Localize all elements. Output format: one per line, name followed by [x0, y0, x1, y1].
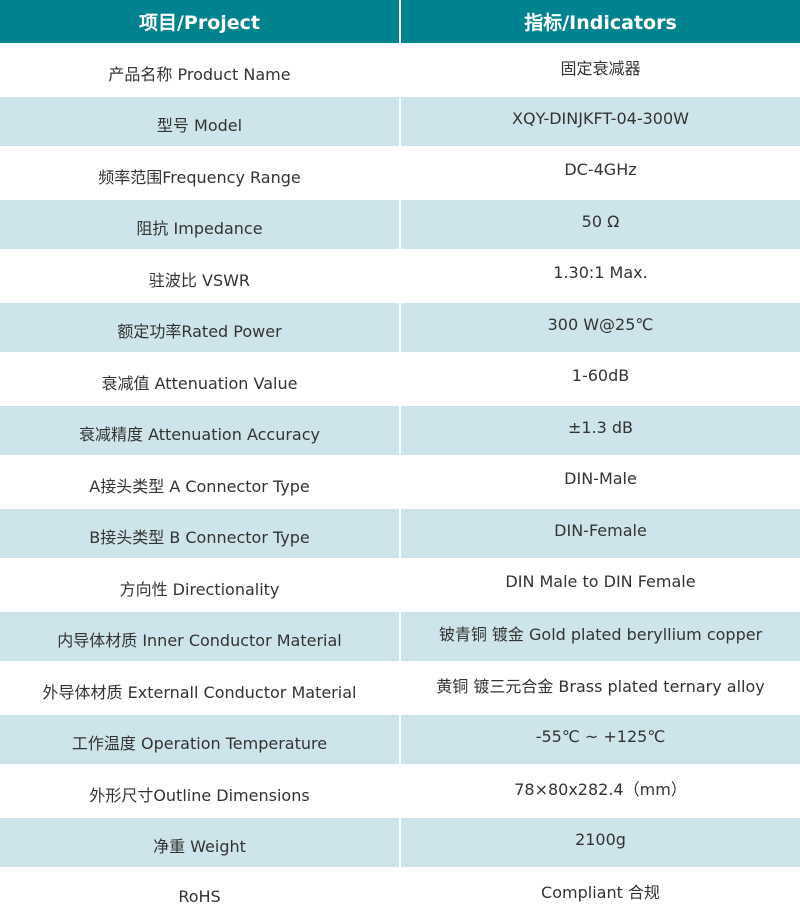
table-row: 工作温度 Operation Temperature -55℃ ~ +125℃: [0, 713, 800, 766]
header-project: 项目/Project: [0, 0, 401, 45]
row-value: 1-60dB: [400, 353, 800, 406]
row-item: A接头类型 A Connector Type: [0, 456, 401, 509]
row-item: 净重 Weight: [0, 816, 401, 869]
row-item: 额定功率Rated Power: [0, 301, 401, 354]
row-item: 驻波比 VSWR: [0, 250, 401, 303]
row-value: DIN-Male: [400, 456, 800, 509]
table-row: 衰减精度 Attenuation Accuracy ±1.3 dB: [0, 404, 800, 457]
row-value: 铍青铜 镀金 Gold plated beryllium copper: [400, 610, 800, 663]
row-value: 78×80x282.4（mm）: [400, 765, 800, 818]
row-value: 固定衰减器: [400, 44, 800, 97]
row-value: 300 W@25℃: [400, 301, 800, 354]
table-header: 项目/Project 指标/Indicators: [0, 0, 800, 45]
table-row: 产品名称 Product Name 固定衰减器: [0, 44, 800, 97]
table-row: RoHS Compliant 合规: [0, 868, 800, 921]
row-item: 外形尺寸Outline Dimensions: [0, 765, 401, 818]
row-item: 外导体材质 Externall Conductor Material: [0, 662, 401, 715]
row-value: 1.30:1 Max.: [400, 250, 800, 303]
table-row: 外导体材质 Externall Conductor Material 黄铜 镀三元…: [0, 662, 800, 715]
row-item: 频率范围Frequency Range: [0, 147, 401, 200]
table-row: 额定功率Rated Power 300 W@25℃: [0, 301, 800, 354]
row-item: 方向性 Directionality: [0, 559, 401, 612]
row-value: DIN Male to DIN Female: [400, 559, 800, 612]
row-value: 2100g: [400, 816, 800, 869]
row-item: 内导体材质 Inner Conductor Material: [0, 610, 401, 663]
table-row: 频率范围Frequency Range DC-4GHz: [0, 147, 800, 200]
row-item: B接头类型 B Connector Type: [0, 507, 401, 560]
row-item: RoHS: [0, 868, 401, 921]
row-value: 50 Ω: [400, 198, 800, 251]
row-item: 工作温度 Operation Temperature: [0, 713, 401, 766]
row-item: 衰减值 Attenuation Value: [0, 353, 401, 406]
table-row: 阻抗 Impedance 50 Ω: [0, 198, 800, 251]
row-value: XQY-DINJKFT-04-300W: [400, 95, 800, 148]
table-row: 衰减值 Attenuation Value 1-60dB: [0, 353, 800, 406]
row-item: 产品名称 Product Name: [0, 44, 401, 97]
table-row: 方向性 Directionality DIN Male to DIN Female: [0, 559, 800, 612]
row-item: 阻抗 Impedance: [0, 198, 401, 251]
table-row: 内导体材质 Inner Conductor Material 铍青铜 镀金 Gol…: [0, 610, 800, 663]
row-value: ±1.3 dB: [400, 404, 800, 457]
table-row: A接头类型 A Connector Type DIN-Male: [0, 456, 800, 509]
table-row: 型号 Model XQY-DINJKFT-04-300W: [0, 95, 800, 148]
row-value: DC-4GHz: [400, 147, 800, 200]
table-row: 驻波比 VSWR 1.30:1 Max.: [0, 250, 800, 303]
table-row: 净重 Weight 2100g: [0, 816, 800, 869]
row-value: 黄铜 镀三元合金 Brass plated ternary alloy: [400, 662, 800, 715]
table-row: 外形尺寸Outline Dimensions 78×80x282.4（mm）: [0, 765, 800, 818]
row-value: Compliant 合规: [400, 868, 800, 921]
row-item: 衰减精度 Attenuation Accuracy: [0, 404, 401, 457]
row-value: DIN-Female: [400, 507, 800, 560]
row-value: -55℃ ~ +125℃: [400, 713, 800, 766]
row-item: 型号 Model: [0, 95, 401, 148]
header-indicators: 指标/Indicators: [400, 0, 800, 45]
table-row: B接头类型 B Connector Type DIN-Female: [0, 507, 800, 560]
